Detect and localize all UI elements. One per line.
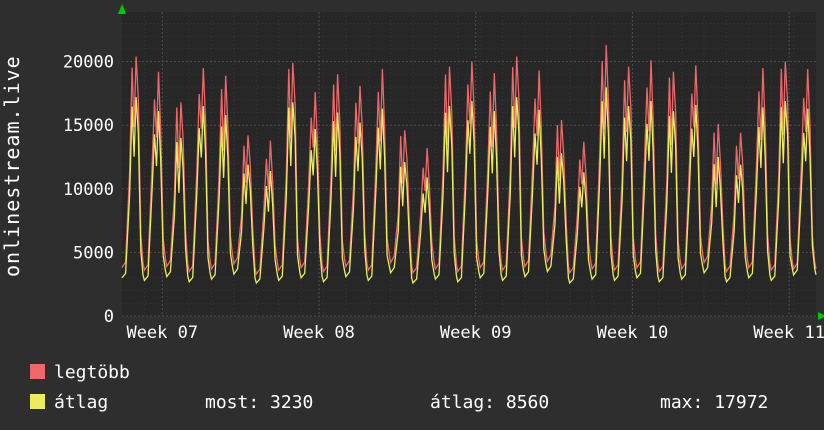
x-tick-label: Week 09 (440, 323, 512, 343)
y-tick-label: 20000 (63, 53, 114, 73)
series-line-legtobb (121, 45, 817, 276)
stat-most-label: most: (205, 392, 260, 413)
stat-atlag-label: átlag: (430, 392, 496, 413)
stat-max: max: 17972 (660, 392, 768, 413)
series-line-atlag (121, 87, 817, 285)
stat-max-label: max: (660, 392, 704, 413)
x-tick-label: Week 10 (597, 323, 669, 343)
stat-atlag: átlag: 8560 (430, 392, 549, 413)
x-tick-label: Week 11 (753, 323, 824, 343)
y-axis-title: onlinestream.live (0, 55, 24, 277)
y-tick-label: 15000 (63, 116, 114, 136)
legend-label-legtobb: legtöbb (54, 362, 130, 383)
x-tick-label: Week 07 (126, 323, 198, 343)
stat-max-value: 17972 (714, 392, 769, 413)
y-axis-arrow-icon (118, 4, 126, 14)
legend-row-legtobb: legtöbb (30, 362, 816, 384)
chart-plot: 0 5000 10000 15000 20000 Week 07 Week 08 Week 0… (63, 4, 824, 343)
stat-atlag-value: 8560 (505, 392, 550, 413)
x-tick-label: Week 08 (283, 323, 355, 343)
legend-label-atlag: átlag (54, 392, 109, 413)
legend-swatch-legtobb (30, 364, 45, 379)
y-tick-label: 0 (104, 307, 114, 327)
stat-most-value: 3230 (270, 392, 314, 413)
legend-row-atlag: átlag most: 3230 átlag: 8560 max: 17972 (30, 392, 816, 414)
plot-area (122, 12, 816, 316)
x-axis-arrow-icon (818, 312, 824, 320)
stat-most: most: 3230 (205, 392, 313, 413)
legend-swatch-atlag (30, 394, 45, 409)
y-tick-label: 10000 (63, 180, 114, 200)
y-tick-label: 5000 (73, 243, 114, 263)
